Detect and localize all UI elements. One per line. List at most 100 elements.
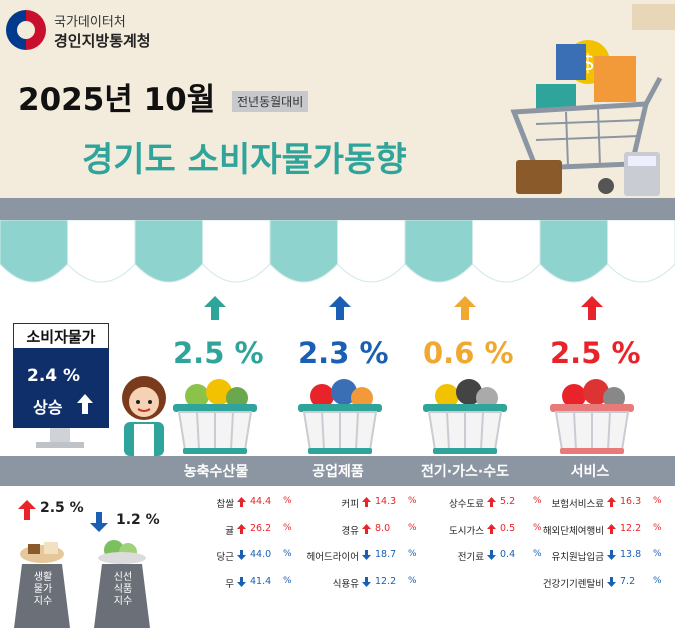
item-value: 14.3 <box>375 496 397 507</box>
down-arrow-icon <box>237 576 246 587</box>
item-value: 0.5 <box>500 522 516 534</box>
up-arrow-icon <box>329 296 351 320</box>
category-name: 전기·가스·수도 <box>421 464 509 480</box>
board-stand-base <box>36 442 84 448</box>
item-name: 해외단체여행비 <box>542 525 604 537</box>
item-value: 44.4 <box>250 496 272 507</box>
awning-scallop <box>337 220 406 283</box>
item-unit: % <box>408 522 417 533</box>
cpi-label: 소비자물가 <box>13 323 109 350</box>
shopping-cart-icon: $ <box>510 4 675 196</box>
awning-decoration <box>0 220 675 283</box>
category-pct: 2.3 % <box>298 336 389 370</box>
awning-scallop <box>404 220 473 283</box>
item-value: 0.4 <box>500 549 516 560</box>
item-unit: % <box>533 549 542 559</box>
down-arrow-icon <box>362 550 371 560</box>
up-arrow-icon <box>237 523 246 534</box>
awning-bar <box>0 198 675 220</box>
up-arrow-icon <box>607 523 616 534</box>
list-item: 건강기기렌탈비 7.2% <box>540 572 662 599</box>
item-name: 유치원납입금 <box>551 552 604 563</box>
item-name: 찹쌀 <box>216 499 234 510</box>
government-logo-icon <box>6 10 46 50</box>
cpi-trend: 상승 <box>33 398 63 417</box>
down-arrow-icon <box>90 512 108 532</box>
item-value: 44.0 <box>250 549 272 560</box>
cpi-value: 2.4 % <box>27 366 81 386</box>
up-arrow-icon <box>487 497 496 507</box>
awning-scallop <box>539 220 608 283</box>
item-name: 전기료 <box>457 552 484 563</box>
cpi-board: 2.4 % 상승 <box>13 348 109 428</box>
item-list: 보험서비스료 16.3% 해외단체여행비 12.2% 유치원납입금 13.8% 건강기기렌탈… <box>540 492 662 598</box>
item-value: 12.2 <box>375 575 397 587</box>
item-name: 귤 <box>225 525 234 537</box>
item-unit: % <box>533 522 542 533</box>
item-name: 식용유 <box>332 578 359 590</box>
basket-icon <box>417 372 513 456</box>
awning-scallop <box>269 220 338 283</box>
header-banner: 국가데이터처 경인지방통계청 2025년 10월 전년동월대비 경기도 소비자물… <box>0 0 675 200</box>
down-arrow-icon <box>607 576 616 587</box>
item-unit: % <box>408 575 417 586</box>
item-list: 커피 14.3% 경유 8.0% 헤어드라이어 18.7% 식용유 12.2% <box>295 492 417 598</box>
scale-label: 신선 식품 지수 <box>113 572 133 607</box>
item-unit: % <box>408 496 417 506</box>
up-arrow-icon <box>487 523 496 534</box>
item-name: 상수도료 <box>449 499 484 510</box>
item-value: 7.2 <box>620 575 636 587</box>
category-name: 서비스 <box>570 464 610 480</box>
item-name: 무 <box>225 578 234 590</box>
yoy-badge: 전년동월대비 <box>232 91 309 112</box>
down-arrow-icon <box>607 550 616 560</box>
item-name: 도시가스 <box>449 525 484 537</box>
awning-scallop <box>0 220 68 283</box>
down-arrow-icon <box>237 550 246 560</box>
item-value: 18.7 <box>375 549 397 560</box>
list-item: 전기료 0.4% <box>420 545 542 572</box>
item-unit: % <box>408 549 417 559</box>
basket-icon <box>292 372 388 456</box>
up-arrow-icon <box>362 523 371 534</box>
item-unit: % <box>653 522 662 533</box>
list-item: 도시가스 0.5% <box>420 519 542 546</box>
list-item: 경유 8.0% <box>295 519 417 546</box>
up-arrow-icon <box>581 296 603 320</box>
item-unit: % <box>283 496 292 506</box>
item-unit: % <box>653 549 662 559</box>
sub-index-panel: 2.5 % 1.2 % 생활 물가 지수 신선 식품 지수 <box>0 486 165 640</box>
list-item: 무 41.4% <box>170 572 292 599</box>
category-name: 공업제품 <box>312 464 364 480</box>
up-arrow-icon <box>204 296 226 320</box>
item-list: 상수도료 5.2% 도시가스 0.5% 전기료 0.4% <box>420 492 542 572</box>
list-item: 상수도료 5.2% <box>420 492 542 519</box>
scale-label: 생활 물가 지수 <box>33 572 53 607</box>
scale-icon <box>14 542 70 628</box>
item-unit: % <box>283 549 292 559</box>
category-band <box>0 456 675 486</box>
item-unit: % <box>653 496 662 506</box>
org-name-line2: 경인지방통계청 <box>54 32 151 50</box>
item-unit: % <box>283 522 292 533</box>
item-name: 보험서비스료 <box>551 499 604 510</box>
list-item: 당근 44.0% <box>170 545 292 572</box>
basket-icon <box>544 372 640 456</box>
item-value: 12.2 <box>620 522 642 534</box>
report-date: 2025년 10월 <box>18 82 216 118</box>
awning-scallop <box>67 220 136 283</box>
list-item: 해외단체여행비 12.2% <box>540 519 662 546</box>
awning-scallop <box>607 220 675 283</box>
item-unit: % <box>653 575 662 586</box>
list-item: 보험서비스료 16.3% <box>540 492 662 519</box>
item-value: 5.2 <box>500 496 516 507</box>
item-list: 찹쌀 44.4% 귤 26.2% 당근 44.0% 무 41.4% <box>170 492 292 598</box>
category-pct: 2.5 % <box>173 336 264 370</box>
up-arrow-icon <box>18 500 36 520</box>
basket-icon <box>167 372 263 456</box>
item-name: 헤어드라이어 <box>306 552 359 563</box>
item-unit: % <box>283 575 292 586</box>
item-value: 8.0 <box>375 522 391 534</box>
list-item: 귤 26.2% <box>170 519 292 546</box>
scale-icon <box>94 540 150 628</box>
